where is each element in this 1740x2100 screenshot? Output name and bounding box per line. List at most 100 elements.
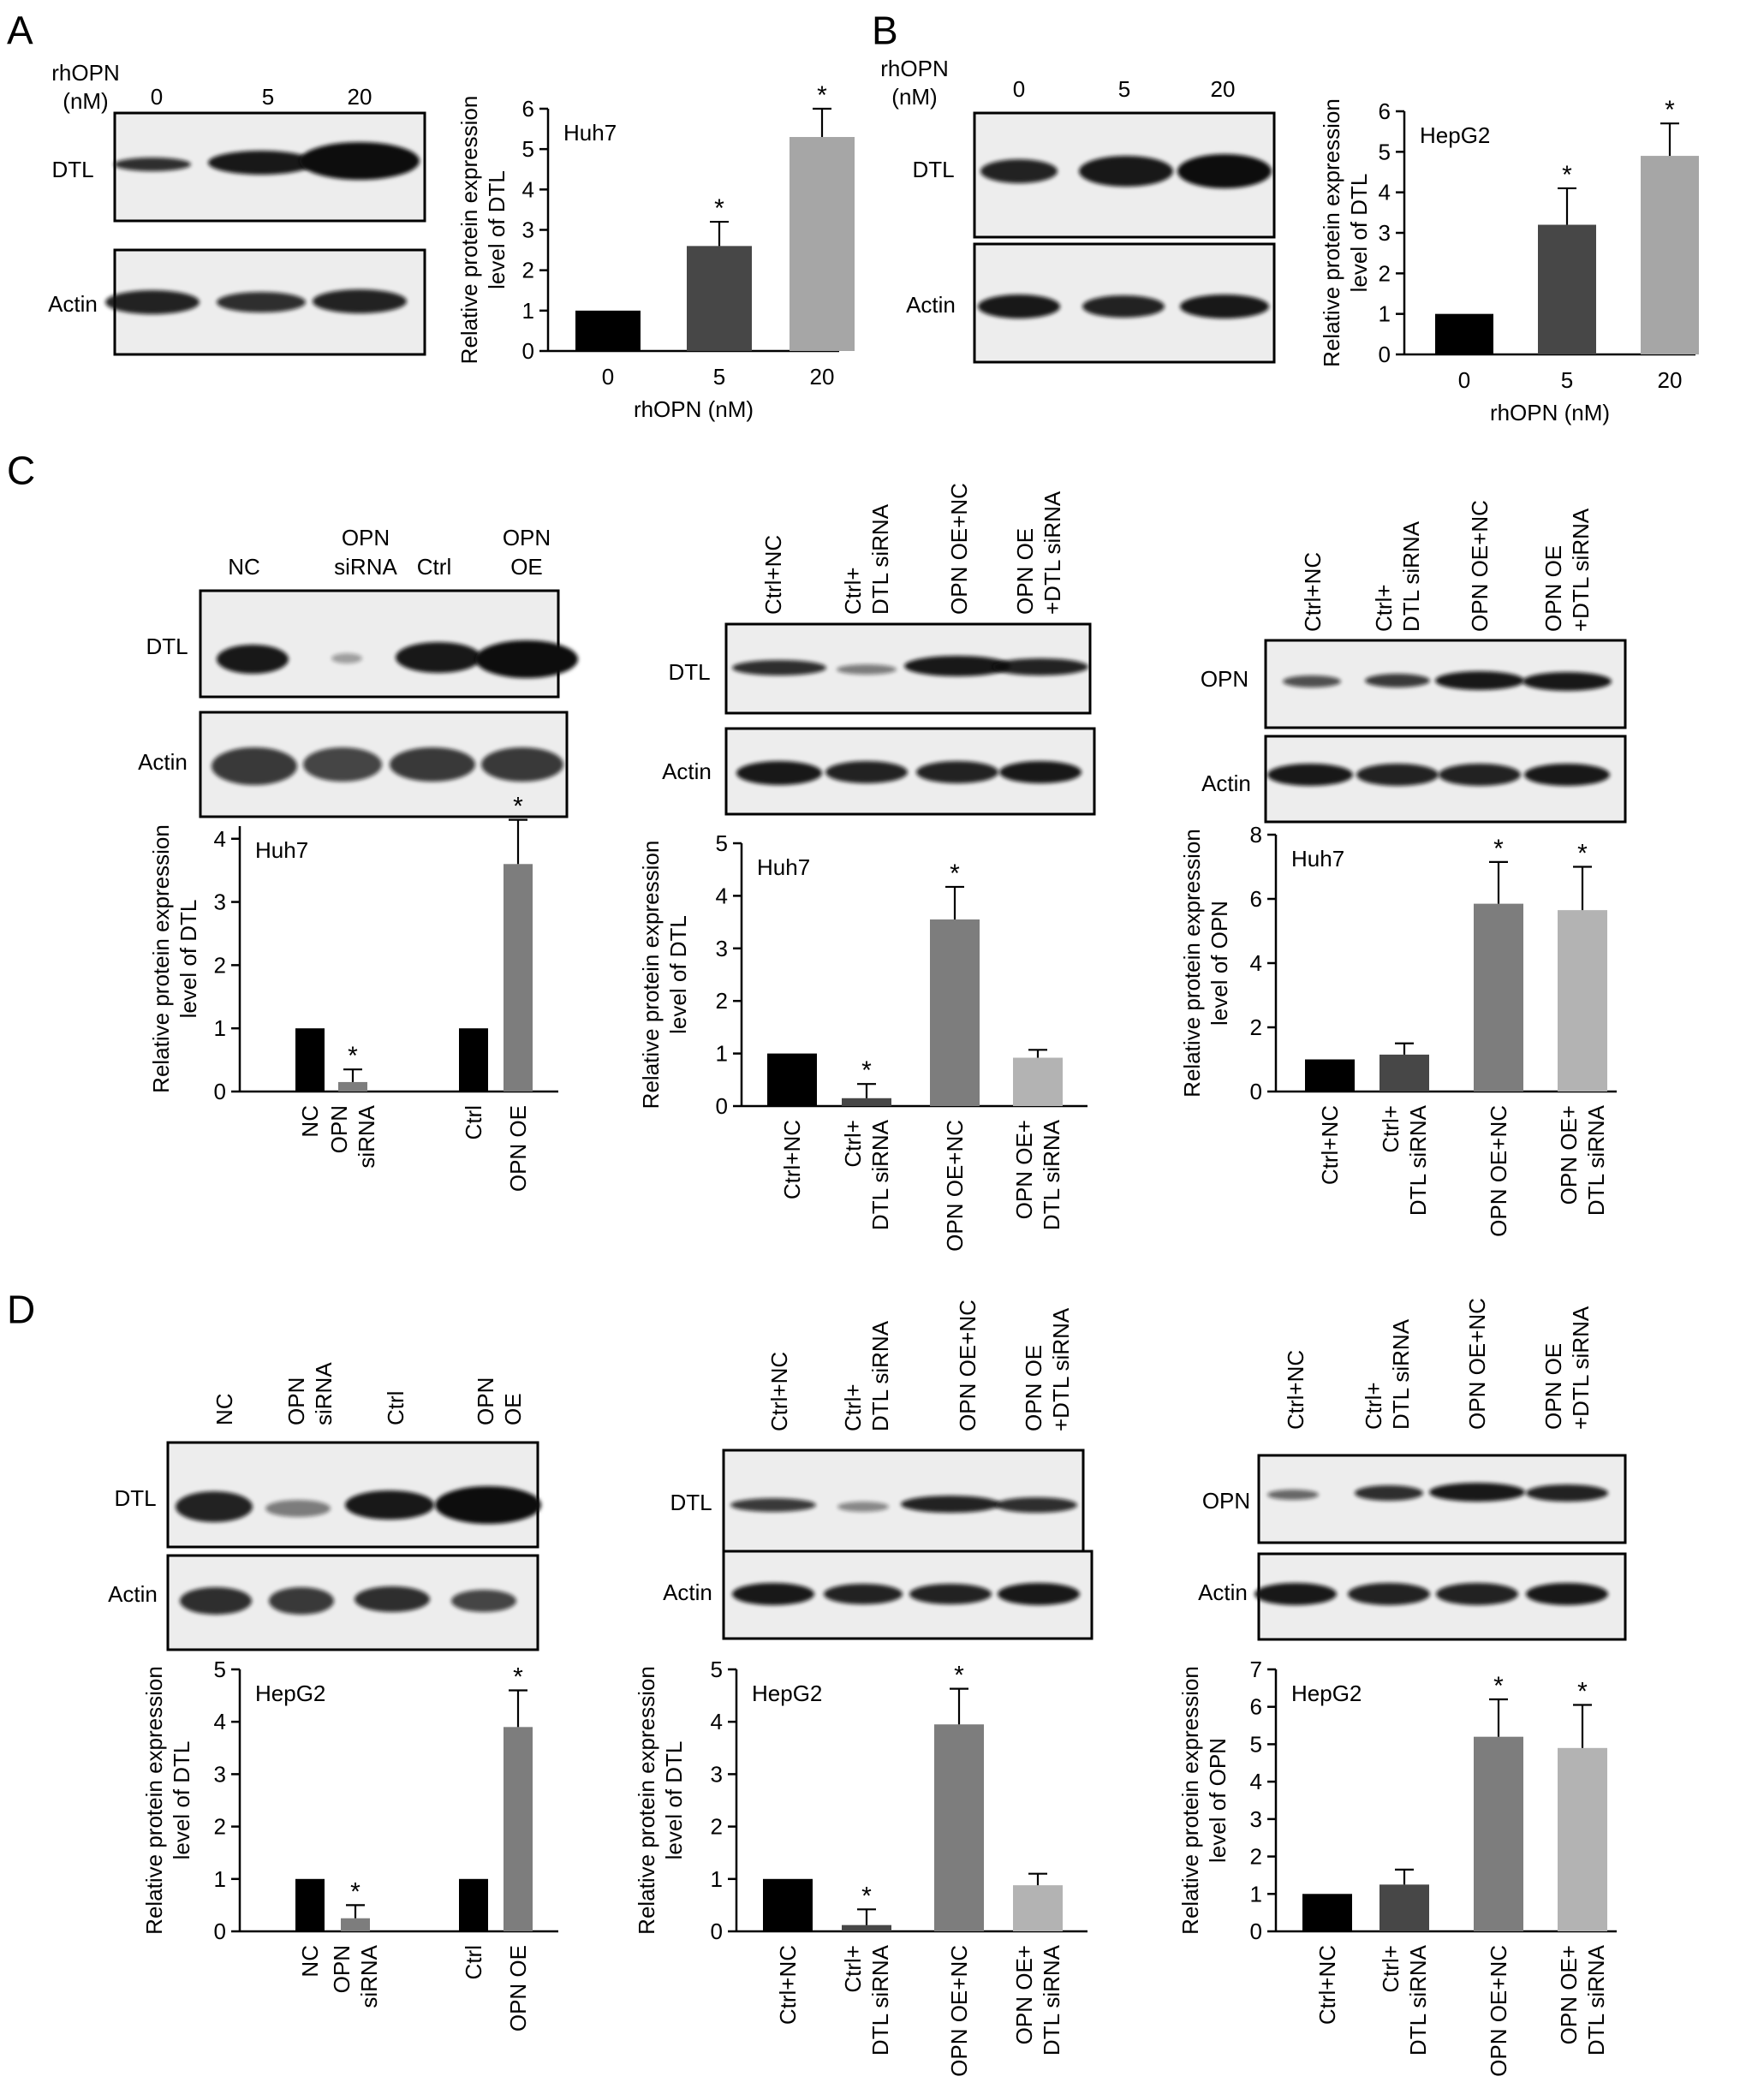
blot-c1-actin [199, 711, 569, 818]
x-tick-label: OPN OE [505, 1945, 531, 2032]
blot-label-actin: Actin [138, 749, 188, 775]
bar [1538, 224, 1596, 354]
blot-band [355, 1586, 430, 1612]
x-tick-label: OPN OE+ [1011, 1120, 1037, 1219]
significance-star: * [1577, 840, 1588, 868]
lane-label-c3: OPN OE [1540, 545, 1566, 632]
bar [1558, 1747, 1607, 1931]
y-tick-label: 2 [1379, 260, 1391, 286]
blot-band [396, 642, 481, 673]
y-tick-label: 3 [214, 1761, 226, 1787]
x-axis-label: rhOPN (nM) [1490, 400, 1610, 425]
x-tick-label: DTL siRNA [1405, 1944, 1431, 2055]
lane-label-c2: OPN OE [1012, 528, 1038, 615]
lane-label-d3: DTL siRNA [1388, 1318, 1414, 1430]
chart-title: HepG2 [752, 1681, 822, 1706]
y-tick-label: 0 [711, 1919, 723, 1944]
x-tick-label: Ctrl+ [840, 1945, 866, 1993]
lane-label: 20 [1211, 76, 1236, 102]
chart-d1: 0 1 2 3 4 5 HepG2 Relative protein expression le… [141, 1657, 558, 2032]
y-tick-label: 6 [1250, 886, 1262, 912]
blot-band [1355, 1485, 1423, 1501]
bar [1305, 1059, 1355, 1092]
lane-label: OPN [503, 525, 551, 550]
blot-band [475, 640, 578, 678]
rhopn-unit-label: (nM) [63, 88, 108, 114]
significance-star: * [513, 1663, 523, 1691]
blot-band [208, 151, 314, 175]
y-tick-label: 4 [214, 1709, 226, 1734]
blot-band [313, 289, 407, 313]
blot-label-dtl: DTL [114, 1485, 156, 1511]
lane-label-d2: Ctrl+ [840, 1383, 866, 1431]
bar [1641, 156, 1699, 354]
bar [295, 1878, 325, 1931]
significance-star: * [513, 793, 523, 821]
y-tick-label: 4 [1250, 1769, 1262, 1794]
significance-star: * [1577, 1678, 1588, 1706]
lane-label-d2: OPN OE+NC [955, 1300, 980, 1431]
y-tick-label: 4 [716, 883, 728, 908]
blot-band [1526, 1484, 1608, 1502]
blot-band [992, 658, 1088, 675]
y-tick-label: 6 [1379, 98, 1391, 124]
blot-band [824, 1584, 903, 1604]
blot-band [217, 292, 306, 312]
x-tick-label: DTL siRNA [1405, 1104, 1431, 1216]
blot-band [1435, 671, 1524, 690]
x-tick-label: DTL siRNA [1039, 1944, 1064, 2055]
x-tick-label: DTL siRNA [1583, 1944, 1609, 2055]
x-tick-label: 0 [602, 364, 614, 390]
blot-band [837, 1502, 889, 1512]
significance-star: * [950, 860, 960, 888]
y-tick-label: 3 [1250, 1806, 1262, 1832]
y-axis-label: Relative protein expression [148, 824, 174, 1093]
blot-band [180, 1587, 252, 1615]
bar [295, 1028, 325, 1092]
bar [767, 1053, 817, 1106]
blot-band [1254, 1583, 1337, 1605]
blot-d3-opn [1257, 1454, 1627, 1544]
blot-band [980, 159, 1058, 183]
blot-d1-dtl [166, 1441, 541, 1549]
bar [790, 137, 855, 351]
blot-label-actin: Actin [108, 1581, 158, 1607]
y-tick-label: 0 [716, 1093, 728, 1119]
x-tick-label: Ctrl [461, 1105, 486, 1139]
blot-c2-actin [724, 727, 1096, 816]
blot-band [1348, 1583, 1430, 1605]
x-tick-label: Ctrl+NC [1317, 1105, 1343, 1185]
lane-label-d2: Ctrl+NC [766, 1352, 792, 1431]
bar [1435, 313, 1493, 354]
y-tick-label: 0 [214, 1079, 226, 1104]
blot-band [1526, 1583, 1608, 1605]
x-tick-label: Ctrl+NC [1314, 1945, 1340, 2025]
bar [930, 919, 980, 1106]
lane-label: OPN [342, 525, 390, 550]
bar [504, 864, 533, 1092]
x-tick-label: OPN [326, 1105, 352, 1153]
y-tick-label: 2 [1250, 1014, 1262, 1040]
y-tick-label: 5 [214, 1657, 226, 1682]
x-tick-label: OPN OE+ [1556, 1105, 1582, 1205]
blot-a-actin [105, 248, 426, 356]
significance-star: * [861, 1056, 872, 1085]
x-tick-label: 20 [1658, 367, 1683, 393]
y-tick-label: 2 [716, 988, 728, 1014]
lane-label-d3: Ctrl+NC [1283, 1350, 1308, 1430]
x-tick-label: NC [297, 1105, 323, 1138]
chart-b: 0 1 2 3 4 5 6 HepG2 Relative protein expression l… [1319, 96, 1699, 425]
x-tick-label: OPN OE+NC [946, 1945, 972, 2077]
significance-star: * [348, 1042, 358, 1070]
lane-label: Ctrl [417, 554, 451, 580]
blot-band [451, 1590, 516, 1612]
blot-band [105, 290, 200, 314]
lane-label-c2: +DTL siRNA [1040, 491, 1065, 615]
x-tick-label: OPN OE+ [1556, 1945, 1582, 2044]
blot-band [1439, 764, 1521, 786]
y-tick-label: 3 [522, 217, 534, 243]
blot-b-dtl [973, 111, 1276, 239]
y-tick-label: 1 [1250, 1881, 1262, 1907]
blot-band [978, 294, 1060, 318]
blot-band [1429, 1483, 1525, 1502]
